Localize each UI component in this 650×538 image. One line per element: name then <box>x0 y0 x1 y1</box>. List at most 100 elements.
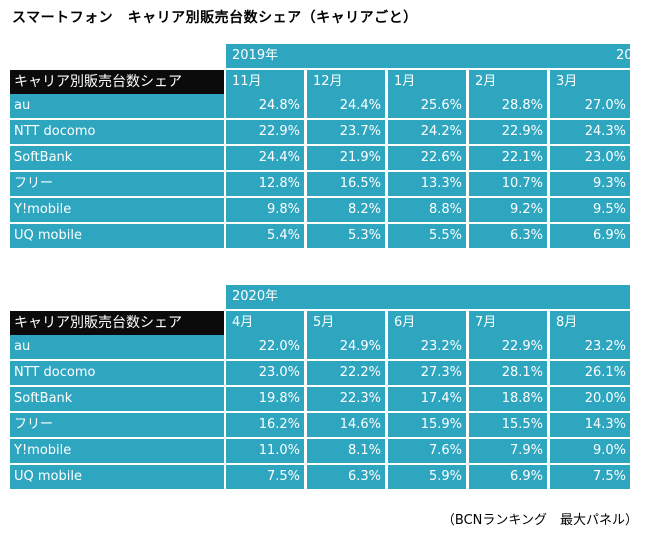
table-row: SoftBank 19.8% 22.3% 17.4% 18.8% 20.0% <box>10 387 630 411</box>
share-value-cell: 16.5% <box>307 172 385 196</box>
share-value-cell: 5.3% <box>307 224 385 248</box>
share-value-cell: 23.2% <box>550 335 630 359</box>
share-value-cell: 16.2% <box>226 413 304 437</box>
table-row: NTT docomo 22.9% 23.7% 24.2% 22.9% 24.3% <box>10 120 630 144</box>
share-value-cell: 11.0% <box>226 439 304 463</box>
table-row: au 24.8% 24.4% 25.6% 28.8% 27.0% <box>10 94 630 118</box>
month-header: 11月 <box>226 70 304 94</box>
share-value-cell: 8.2% <box>307 198 385 222</box>
share-value-cell: 15.9% <box>388 413 466 437</box>
share-value-cell: 17.4% <box>388 387 466 411</box>
share-value-cell: 21.9% <box>307 146 385 170</box>
share-value-cell: 24.2% <box>388 120 466 144</box>
share-value-cell: 22.0% <box>226 335 304 359</box>
year-header-row: 2019年 2020年 <box>10 44 650 68</box>
month-header: 1月 <box>388 70 466 94</box>
share-value-cell: 9.3% <box>550 172 630 196</box>
blank-corner <box>10 44 224 68</box>
month-header: 2月 <box>469 70 547 94</box>
share-value-cell: 8.1% <box>307 439 385 463</box>
share-value-cell: 22.1% <box>469 146 547 170</box>
carrier-label: UQ mobile <box>10 224 224 248</box>
share-value-cell: 24.9% <box>307 335 385 359</box>
share-value-cell: 7.6% <box>388 439 466 463</box>
share-value-cell: 5.4% <box>226 224 304 248</box>
table-row: フリー 12.8% 16.5% 13.3% 10.7% 9.3% <box>10 172 630 196</box>
share-value-cell: 22.6% <box>388 146 466 170</box>
carrier-label: フリー <box>10 172 224 196</box>
share-value-cell: 9.5% <box>550 198 630 222</box>
share-value-cell: 8.8% <box>388 198 466 222</box>
share-value-cell: 7.5% <box>226 465 304 489</box>
share-table-2020: 2020年 キャリア別販売台数シェア 4月 5月 6月 7月 8月 au 22.0… <box>10 285 630 489</box>
month-header: 4月 <box>226 311 304 335</box>
month-header: 3月 <box>550 70 630 94</box>
month-header: 5月 <box>307 311 385 335</box>
month-header: 7月 <box>469 311 547 335</box>
carrier-label: NTT docomo <box>10 120 224 144</box>
table-row: Y!mobile 9.8% 8.2% 8.8% 9.2% 9.5% <box>10 198 630 222</box>
carrier-label: au <box>10 94 224 118</box>
carrier-label: au <box>10 335 224 359</box>
share-value-cell: 23.0% <box>550 146 630 170</box>
share-value-cell: 26.1% <box>550 361 630 385</box>
share-value-cell: 24.4% <box>226 146 304 170</box>
share-value-cell: 28.1% <box>469 361 547 385</box>
share-value-cell: 18.8% <box>469 387 547 411</box>
share-value-cell: 9.0% <box>550 439 630 463</box>
share-value-cell: 22.9% <box>469 120 547 144</box>
share-value-cell: 28.8% <box>469 94 547 118</box>
share-value-cell: 9.8% <box>226 198 304 222</box>
share-table-2019-2020: 2019年 2020年 キャリア別販売台数シェア 11月 12月 1月 2月 3… <box>10 44 650 248</box>
share-value-cell: 24.4% <box>307 94 385 118</box>
table-row: UQ mobile 5.4% 5.3% 5.5% 6.3% 6.9% <box>10 224 630 248</box>
share-value-cell: 14.3% <box>550 413 630 437</box>
carrier-label: Y!mobile <box>10 198 224 222</box>
share-value-cell: 22.2% <box>307 361 385 385</box>
share-value-cell: 24.8% <box>226 94 304 118</box>
share-value-cell: 23.7% <box>307 120 385 144</box>
share-value-cell: 19.8% <box>226 387 304 411</box>
share-value-cell: 7.5% <box>550 465 630 489</box>
share-value-cell: 10.7% <box>469 172 547 196</box>
table-row: フリー 16.2% 14.6% 15.9% 15.5% 14.3% <box>10 413 630 437</box>
share-value-cell: 27.3% <box>388 361 466 385</box>
share-value-cell: 12.8% <box>226 172 304 196</box>
carrier-label: UQ mobile <box>10 465 224 489</box>
share-value-cell: 6.3% <box>469 224 547 248</box>
carrier-label: SoftBank <box>10 387 224 411</box>
share-value-cell: 23.2% <box>388 335 466 359</box>
carrier-label: Y!mobile <box>10 439 224 463</box>
month-header: 12月 <box>307 70 385 94</box>
year-band: 2020年 <box>226 285 630 309</box>
month-header: 6月 <box>388 311 466 335</box>
share-value-cell: 22.9% <box>469 335 547 359</box>
month-header-row: キャリア別販売台数シェア 11月 12月 1月 2月 3月 <box>10 70 630 94</box>
table-row: Y!mobile 11.0% 8.1% 7.6% 7.9% 9.0% <box>10 439 630 463</box>
share-value-cell: 5.5% <box>388 224 466 248</box>
share-value-cell: 15.5% <box>469 413 547 437</box>
share-value-cell: 5.9% <box>388 465 466 489</box>
table-row: au 22.0% 24.9% 23.2% 22.9% 23.2% <box>10 335 630 359</box>
carrier-label: SoftBank <box>10 146 224 170</box>
month-header-row: キャリア別販売台数シェア 4月 5月 6月 7月 8月 <box>10 311 630 335</box>
share-value-cell: 14.6% <box>307 413 385 437</box>
page-title: スマートフォン キャリア別販売台数シェア（キャリアごと） <box>12 10 418 26</box>
share-value-cell: 6.3% <box>307 465 385 489</box>
year-band: 2019年 2020年 <box>226 44 650 68</box>
share-value-cell: 27.0% <box>550 94 630 118</box>
share-value-cell: 24.3% <box>550 120 630 144</box>
year-header-row: 2020年 <box>10 285 630 309</box>
share-value-cell: 20.0% <box>550 387 630 411</box>
share-value-cell: 6.9% <box>550 224 630 248</box>
year-label-2019: 2019年 <box>232 48 279 63</box>
share-value-cell: 7.9% <box>469 439 547 463</box>
share-value-cell: 22.3% <box>307 387 385 411</box>
corner-label: キャリア別販売台数シェア <box>10 311 224 335</box>
table-row: SoftBank 24.4% 21.9% 22.6% 22.1% 23.0% <box>10 146 630 170</box>
month-header: 8月 <box>550 311 630 335</box>
year-label-2020: 2020年 <box>616 48 650 63</box>
carrier-label: フリー <box>10 413 224 437</box>
share-value-cell: 13.3% <box>388 172 466 196</box>
carrier-label: NTT docomo <box>10 361 224 385</box>
